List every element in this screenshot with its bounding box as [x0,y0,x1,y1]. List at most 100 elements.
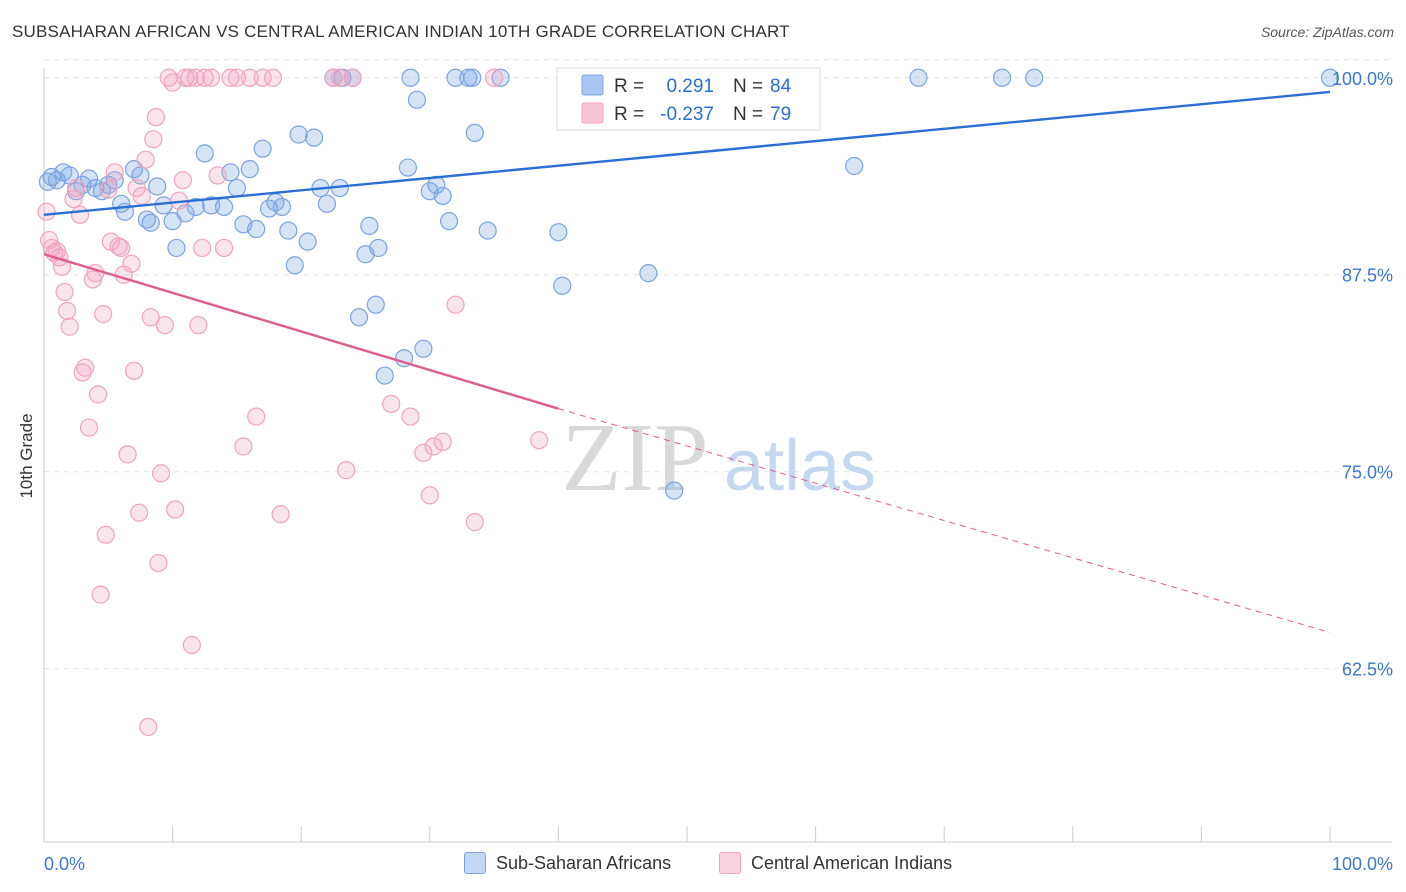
source-label: Source: ZipAtlas.com [1260,24,1394,40]
central-american-point-49 [182,635,201,655]
axes [43,68,1392,843]
central-american-point-36 [141,308,160,327]
y-axis-label: 10th Grade [17,413,36,498]
central-american-point-41 [155,316,174,335]
sub-saharan-point-36 [279,221,298,240]
y-tick-label-0: 100.0% [1332,69,1393,89]
sub-saharan-point-50 [366,295,385,314]
sub-saharan-point-24 [195,144,214,163]
sub-saharan-point-21 [167,238,186,258]
sub-saharan-point-49 [360,216,379,235]
legend-swatch-blue [581,74,604,96]
legend-item-sub-saharan[interactable]: Sub-Saharan Africans [464,852,671,874]
central-american-point-44 [166,500,185,519]
central-american-point-28 [118,445,137,464]
sub-saharan-point-64 [463,68,482,87]
central-american-point-6 [52,257,72,276]
central-american-point-76 [465,513,484,532]
sub-saharan-point-23 [186,197,205,217]
central-american-point-35 [139,717,158,737]
series-central-american-points [37,68,549,737]
central-american-point-53 [195,68,214,87]
sub-saharan-point-54 [398,158,418,177]
central-american-point-12 [70,205,90,224]
central-american-point-61 [247,407,266,426]
legend-r-label-2: R = [614,104,644,125]
central-american-point-51 [189,316,208,335]
central-american-point-64 [271,505,290,524]
central-american-point-7 [55,282,74,302]
x-tick-label-1: 100.0% [1332,854,1393,874]
central-american-point-59 [234,437,253,456]
sub-saharan-point-60 [433,186,452,206]
x-tick-label-0: 0.0% [44,854,85,874]
central-american-point-34 [136,150,155,169]
central-american-point-9 [60,317,79,336]
sub-saharan-point-65 [465,123,484,143]
y-tick-label-3: 62.5% [1342,660,1393,680]
sub-saharan-point-38 [289,125,308,144]
central-american-point-46 [173,171,192,190]
central-american-point-67 [337,461,356,480]
sub-saharan-point-47 [349,308,369,327]
central-american-point-73 [424,437,443,456]
central-american-point-29 [122,254,141,273]
central-american-point-8 [58,301,77,321]
sub-saharan-point-55 [401,68,420,87]
central-american-point-65 [324,68,343,87]
central-american-point-77 [485,68,504,87]
chart-title: SUBSAHARAN AFRICAN VS CENTRAL AMERICAN I… [12,22,790,41]
sub-saharan-point-63 [459,68,478,87]
central-american-point-57 [221,68,240,87]
legend-r-label-1: R = [614,76,644,97]
sub-saharan-point-40 [304,128,324,147]
sub-saharan-point-37 [285,256,304,275]
sub-saharan-point-31 [247,219,266,239]
sub-saharan-point-68 [549,223,568,242]
central-american-point-38 [146,108,165,127]
sub-saharan-point-39 [298,232,317,251]
sub-saharan-point-56 [407,90,427,109]
central-american-point-10 [64,189,83,209]
central-american-point-19 [91,585,110,604]
central-american-point-20 [94,305,113,324]
sub-saharan-point-69 [553,276,572,295]
central-american-point-22 [99,180,118,199]
watermark-atlas: atlas [724,426,876,506]
central-american-point-55 [208,166,227,185]
central-american-point-63 [263,68,283,87]
legend-item-central-american[interactable]: Central American Indians [719,852,952,874]
central-american-point-39 [149,553,168,573]
y-tick-label-1: 87.5% [1342,266,1393,286]
trend-lines [43,90,1331,633]
sub-saharan-point-1 [42,167,61,187]
watermark-zip: ZIP [562,404,709,512]
legend-swatch-pink [581,102,604,124]
sub-saharan-point-26 [214,197,234,217]
central-american-point-0 [37,202,56,221]
central-american-point-15 [79,418,99,437]
central-american-point-71 [414,443,433,462]
central-american-point-68 [343,68,362,87]
trend-line-dashed-1 [558,408,1331,633]
sub-saharan-point-11 [105,171,124,190]
trend-line-1 [43,253,559,410]
sub-saharan-point-19 [154,196,173,215]
central-american-point-18 [88,385,108,404]
series-legend: Sub-Saharan Africans Central American In… [0,850,1406,880]
central-american-point-33 [132,186,151,206]
central-american-point-13 [73,363,92,382]
central-american-point-37 [144,130,163,149]
sub-saharan-point-35 [272,197,292,217]
legend-r-value-1: 0.291 [666,76,714,97]
stats-legend: R = 0.291 N = 84 R = -0.237 N = 79 [556,67,821,131]
sub-saharan-point-51 [369,238,388,258]
central-american-point-60 [240,68,259,87]
legend-n-value-2: 79 [770,104,791,125]
sub-saharan-point-32 [253,139,272,158]
legend-swatch-sub-saharan [464,852,486,874]
central-american-point-40 [151,464,171,483]
central-american-point-62 [253,68,272,87]
central-american-point-66 [330,68,349,87]
